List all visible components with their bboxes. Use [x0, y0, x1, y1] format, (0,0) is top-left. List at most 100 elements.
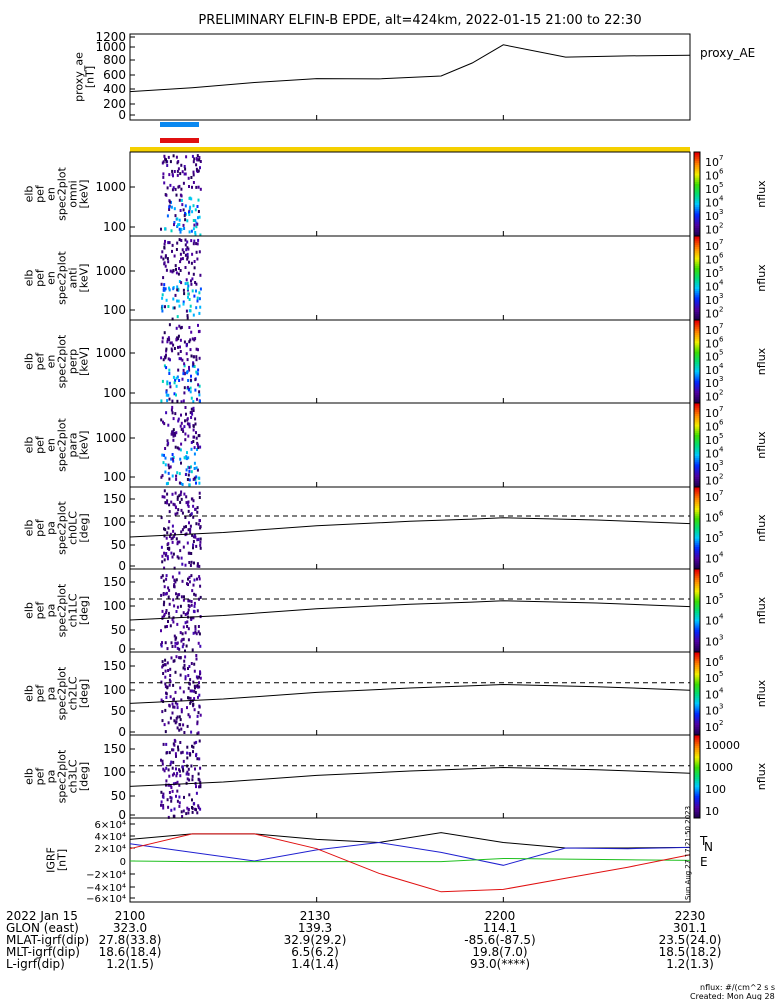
spectrogram-pixel [198, 757, 201, 761]
spectrogram-pixel [166, 186, 169, 190]
colorbar-cell [694, 554, 700, 558]
spectrogram-pixel [192, 583, 195, 587]
colorbar-cell [694, 556, 700, 560]
colorbar-cell [694, 513, 700, 517]
spectrogram-pixel [176, 399, 179, 403]
colorbar-cell [694, 730, 700, 734]
spectrogram-pixel [174, 433, 177, 437]
spectrogram-pixel [187, 599, 190, 603]
spectrogram-pixel [179, 269, 182, 272]
spectrogram-pixel [180, 482, 183, 485]
spectrogram-pixel [194, 535, 197, 539]
ytick-label: 1000 [95, 264, 126, 278]
spectrogram-pixel [198, 356, 201, 360]
spectrogram-pixel [164, 501, 167, 505]
colorbar-cell [694, 227, 700, 231]
spectrogram-pixel [186, 219, 189, 223]
spectrogram-pixel [193, 223, 196, 227]
colorbar-cell [694, 782, 700, 786]
colorbar-cell [694, 198, 700, 201]
spectrogram-pixel [166, 164, 169, 167]
spectrogram-pixel [169, 183, 172, 187]
spectrogram-pixel [160, 803, 162, 807]
spectrogram-pixel [184, 649, 186, 653]
spectrogram-pixel [199, 676, 202, 680]
ytick-label: 150 [103, 492, 126, 506]
colorbar-cell [694, 666, 700, 670]
spectrogram-pixel [196, 299, 199, 303]
spectrogram-pixel [193, 476, 196, 480]
spectrogram-pixel [162, 172, 165, 176]
spectrogram-pixel [180, 187, 183, 191]
colorbar-cell [694, 610, 700, 614]
spectrogram-pixel [194, 625, 197, 629]
spectrogram-pixel [199, 399, 201, 403]
spectrogram-pixel [182, 809, 185, 813]
spectrogram-pixel [175, 537, 178, 541]
spectrogram-pixel [170, 500, 173, 504]
spectrogram-pixel [197, 806, 200, 810]
spectrogram-pixel [186, 281, 189, 285]
colorbar-cell [694, 699, 700, 703]
spectrogram-pixel [165, 591, 168, 595]
spectrogram-pixel [188, 793, 191, 797]
spectrogram-pixel [166, 257, 169, 261]
spectrogram-pixel [180, 400, 183, 404]
spectrogram-pixel [161, 560, 164, 564]
spectrogram-pixel [187, 295, 189, 299]
spectrogram-pixel [199, 233, 202, 237]
spectrogram-pixel [176, 605, 179, 609]
panel-ylabel-omni: pef [34, 184, 47, 203]
spectrogram-pixel [195, 358, 198, 362]
xaxis-value-mlt: 18.6(18.4) [99, 945, 162, 959]
spectrogram-pixel [171, 575, 174, 579]
spectrogram-pixel [197, 476, 200, 480]
panel-ylabel-ch3: elb [23, 768, 36, 785]
colorbar-cell [694, 240, 700, 243]
spectrogram-pixel [172, 552, 175, 556]
colorbar-tick-label: 10 [705, 672, 719, 685]
spectrogram-pixel [172, 683, 175, 687]
spectrogram-pixel [195, 657, 198, 661]
panel-ylabel-ch2: elb [23, 685, 36, 702]
ytick-label: 1000 [95, 431, 126, 445]
colorbar-cell [694, 162, 700, 166]
spectrogram-pixel [163, 422, 166, 426]
xaxis-value-glon: 323.0 [113, 921, 147, 935]
colorbar-cell [694, 453, 700, 456]
spectrogram-pixel [182, 545, 185, 549]
spectrogram-pixel [170, 341, 173, 345]
spectrogram-pixel [173, 634, 176, 638]
colorbar-cell [694, 189, 700, 193]
colorbar-tick-label: 10 [705, 240, 719, 253]
colorbar-cell [694, 365, 700, 369]
colorbar-cell [694, 705, 700, 709]
spectrogram-pixel [193, 689, 196, 693]
spectrogram-pixel [161, 495, 164, 499]
spectrogram-pixel [168, 510, 171, 514]
spectrogram-pixel [182, 368, 185, 372]
colorbar-cell [694, 215, 700, 218]
spectrogram-pixel [192, 616, 195, 620]
spectrogram-pixel [170, 656, 173, 660]
colorbar-cell [694, 470, 700, 473]
ytick-label: −6×10⁴ [86, 894, 126, 905]
colorbar-cell [694, 703, 700, 707]
colorbar-cell [694, 712, 700, 715]
footer-created: Created: Mon Aug 28 00:21:50 2023 [690, 992, 775, 1000]
colorbar-cell [694, 309, 700, 313]
ytick-label: 4×10⁴ [95, 832, 126, 843]
spectrogram-pixel [183, 372, 186, 376]
spectrogram-pixel [191, 589, 194, 593]
spectrogram-pixel [189, 564, 192, 567]
colorbar-cell [694, 683, 700, 686]
spectrogram-pixel [196, 158, 199, 162]
xaxis-row-label: L-igrf(dip) [6, 957, 65, 971]
colorbar-cell [694, 438, 700, 442]
colorbar-cell [694, 246, 700, 250]
spectrogram-pixel [186, 620, 189, 624]
colorbar-cell [694, 697, 700, 701]
spectrogram-pixel [188, 326, 191, 329]
